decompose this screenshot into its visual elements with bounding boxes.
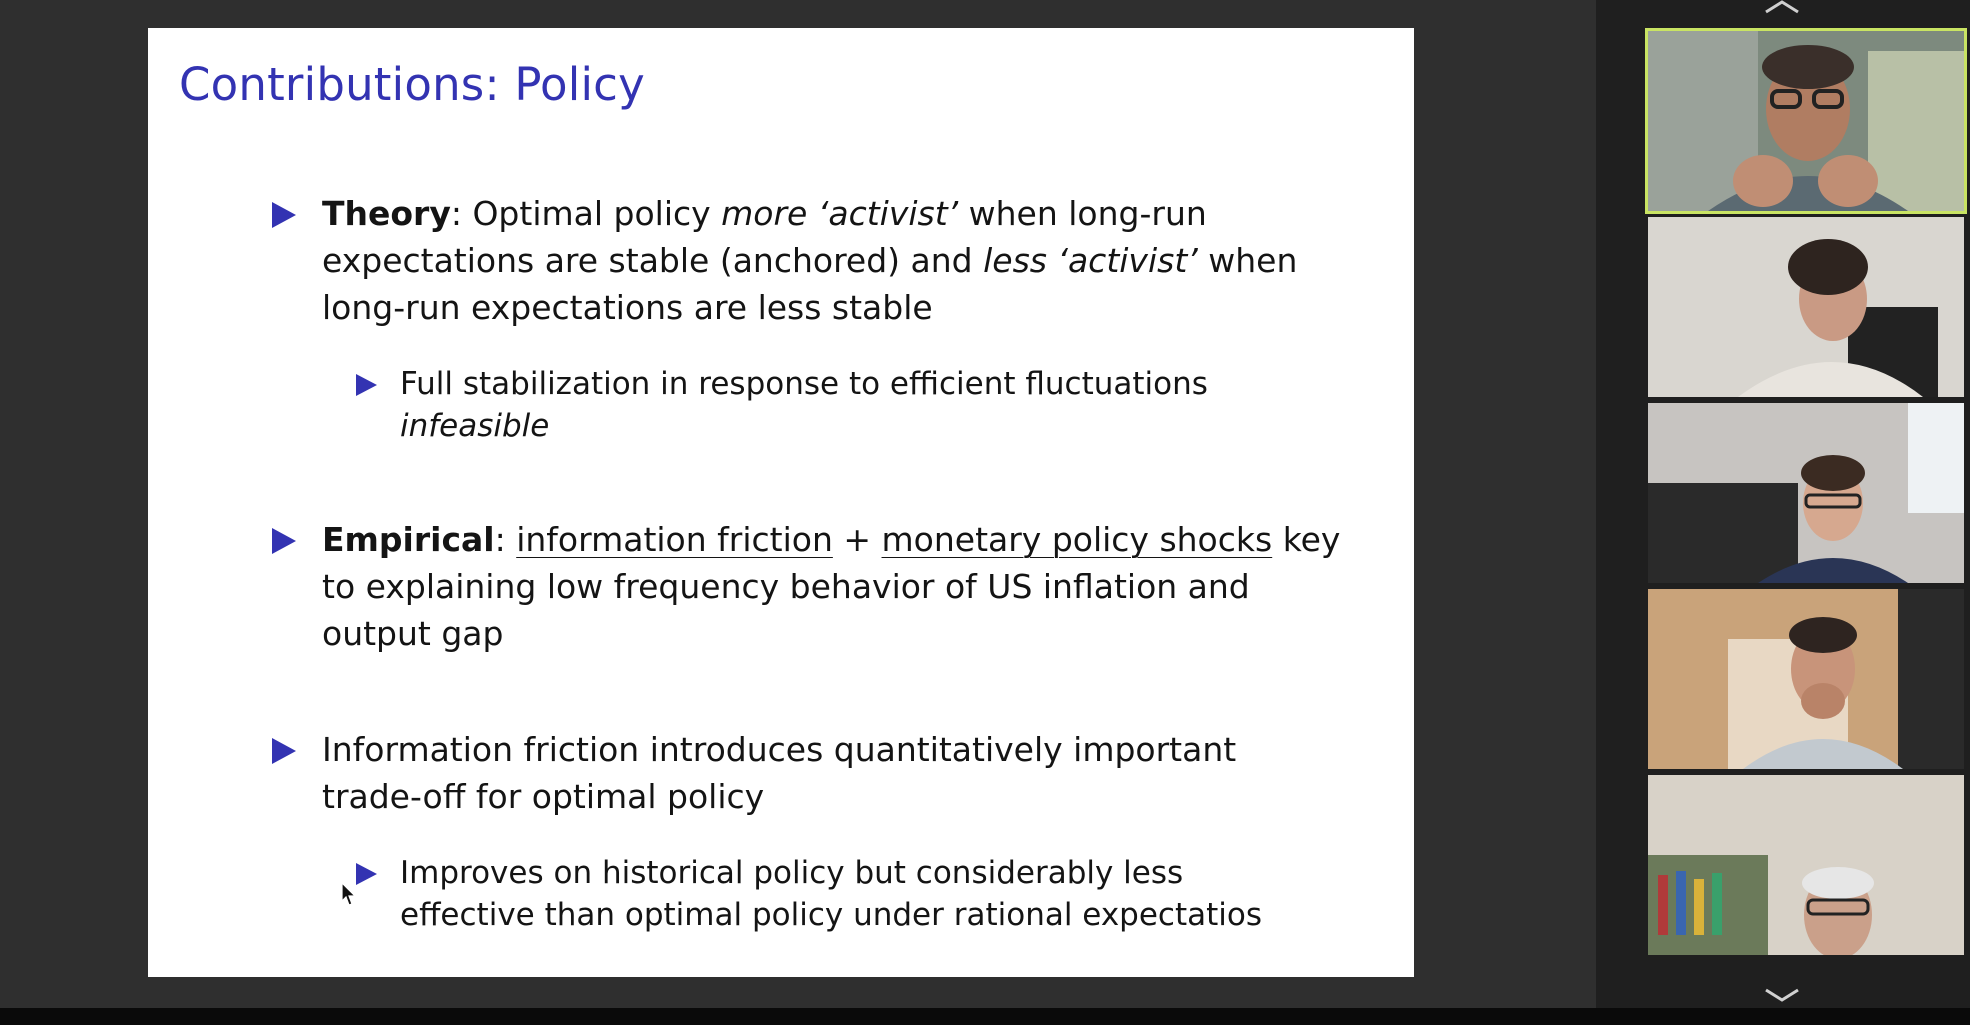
participant-tile-2[interactable] [1648,217,1964,397]
sub-bullet-stabilization: Full stabilization in response to effici… [356,363,1360,447]
participant-tile-3[interactable] [1648,403,1964,583]
presentation-slide: Contributions: Policy Theory: Optimal po… [148,28,1414,977]
bullet-empirical: Empirical: information friction + moneta… [272,516,1362,657]
bottom-bar [0,1008,1970,1025]
bullet-triangle-icon [272,202,296,228]
bullet-theory-heading: Theory [322,194,451,233]
participant-tile-4[interactable] [1648,589,1964,769]
participant-video [1648,589,1964,769]
participant-video [1648,31,1964,211]
bullet-triangle-icon [356,863,377,885]
sub-bullet-historical-policy: Improves on historical policy but consid… [356,852,1300,936]
participant-tile-1[interactable] [1648,31,1964,211]
bullet-triangle-icon [272,738,296,764]
bullet-information-friction: Information friction introduces quantita… [272,726,1282,820]
participant-video [1648,775,1964,955]
chevron-up-icon[interactable] [1764,0,1800,14]
participant-video [1648,403,1964,583]
slide-title: Contributions: Policy [179,58,645,111]
bullet-triangle-icon [272,528,296,554]
bullet-empirical-heading: Empirical [322,520,495,559]
bullet-triangle-icon [356,374,377,396]
participants-panel [1596,0,1970,1008]
participant-video [1648,217,1964,397]
participant-tile-5[interactable] [1648,775,1964,955]
mouse-cursor-icon [341,882,357,906]
chevron-down-icon[interactable] [1764,988,1800,1002]
bullet-theory: Theory: Optimal policy more ‘activist’ w… [272,190,1362,331]
shared-screen: Contributions: Policy Theory: Optimal po… [148,28,1414,977]
